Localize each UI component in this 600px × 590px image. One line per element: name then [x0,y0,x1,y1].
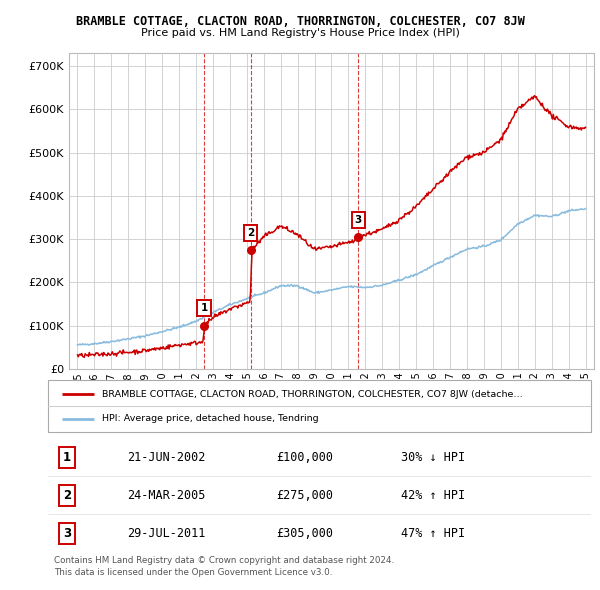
Text: 1: 1 [200,303,208,313]
Text: BRAMBLE COTTAGE, CLACTON ROAD, THORRINGTON, COLCHESTER, CO7 8JW (detache…: BRAMBLE COTTAGE, CLACTON ROAD, THORRINGT… [103,390,523,399]
Text: 30% ↓ HPI: 30% ↓ HPI [401,451,465,464]
Text: 3: 3 [63,527,71,540]
Text: BRAMBLE COTTAGE, CLACTON ROAD, THORRINGTON, COLCHESTER, CO7 8JW: BRAMBLE COTTAGE, CLACTON ROAD, THORRINGT… [76,15,524,28]
Text: £100,000: £100,000 [276,451,333,464]
Text: £275,000: £275,000 [276,489,333,502]
Text: 21-JUN-2002: 21-JUN-2002 [127,451,205,464]
Text: £305,000: £305,000 [276,527,333,540]
Text: 24-MAR-2005: 24-MAR-2005 [127,489,205,502]
Text: 42% ↑ HPI: 42% ↑ HPI [401,489,465,502]
Text: HPI: Average price, detached house, Tendring: HPI: Average price, detached house, Tend… [103,414,319,424]
Text: 2: 2 [247,228,254,238]
Text: 3: 3 [355,215,362,225]
Text: 47% ↑ HPI: 47% ↑ HPI [401,527,465,540]
Text: 1: 1 [63,451,71,464]
Text: This data is licensed under the Open Government Licence v3.0.: This data is licensed under the Open Gov… [54,568,332,576]
Text: 29-JUL-2011: 29-JUL-2011 [127,527,205,540]
Text: Contains HM Land Registry data © Crown copyright and database right 2024.: Contains HM Land Registry data © Crown c… [54,556,394,565]
Text: 2: 2 [63,489,71,502]
Text: Price paid vs. HM Land Registry's House Price Index (HPI): Price paid vs. HM Land Registry's House … [140,28,460,38]
FancyBboxPatch shape [48,380,591,432]
